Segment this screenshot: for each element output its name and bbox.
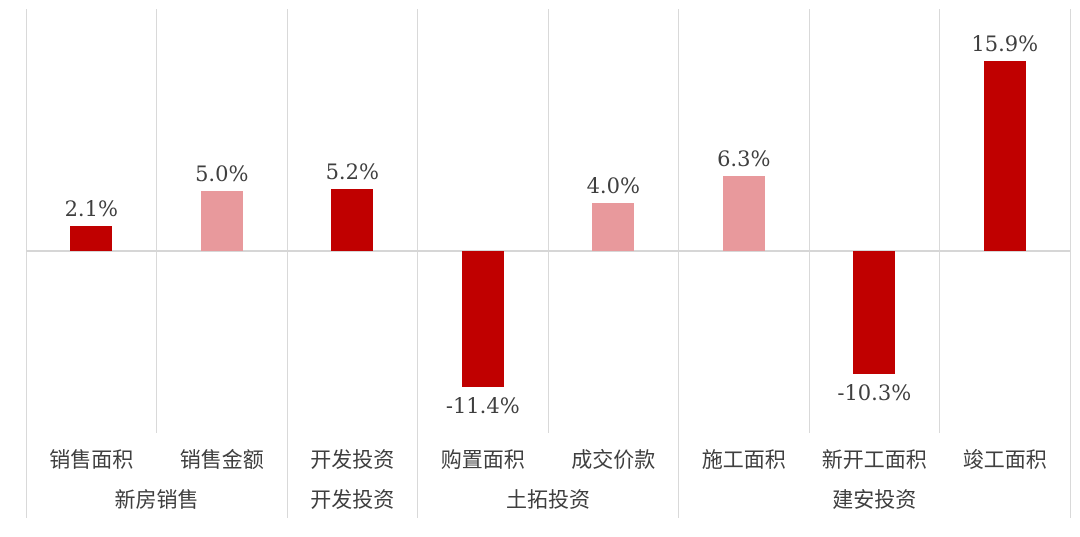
group-label: 建安投资 <box>832 488 917 512</box>
group-boundary-line <box>1069 9 1071 518</box>
bar <box>592 203 635 251</box>
group-label: 新房销售 <box>114 488 199 512</box>
bar <box>722 175 765 251</box>
bar-value-label: 5.0% <box>195 162 249 187</box>
bar <box>200 191 243 251</box>
group-label: 开发投资 <box>310 488 395 512</box>
category-label: 销售面积 <box>49 448 134 472</box>
bar <box>983 60 1026 251</box>
group-boundary-line <box>678 9 679 518</box>
group-boundary-line <box>417 9 418 518</box>
group-boundary-line <box>25 9 27 518</box>
group-label: 土拓投资 <box>506 488 590 512</box>
category-separator-line <box>156 9 157 433</box>
category-label: 新开工面积 <box>821 448 927 472</box>
group-boundary-line <box>286 9 288 518</box>
zero-axis-line <box>26 250 1070 252</box>
bar-value-label: 2.1% <box>64 196 118 221</box>
bar-value-label: 6.3% <box>717 146 771 171</box>
bar <box>461 251 504 388</box>
category-label: 销售金额 <box>179 448 264 472</box>
category-label: 购置面积 <box>440 448 525 472</box>
bar <box>853 251 896 375</box>
category-label: 成交价款 <box>571 448 656 472</box>
bar-value-label: 15.9% <box>971 31 1039 56</box>
bar-value-label: -10.3% <box>837 381 912 406</box>
category-separator-line <box>939 9 940 433</box>
category-separator-line <box>547 9 549 433</box>
category-label: 开发投资 <box>310 448 395 472</box>
bar <box>70 225 113 251</box>
bar-value-label: 5.2% <box>325 159 379 184</box>
bar-value-label: 4.0% <box>586 174 640 199</box>
category-label: 施工面积 <box>701 448 786 472</box>
bar-value-label: -11.4% <box>445 394 520 419</box>
category-separator-line <box>808 9 810 433</box>
bar <box>331 188 374 251</box>
category-label: 竣工面积 <box>962 448 1047 472</box>
